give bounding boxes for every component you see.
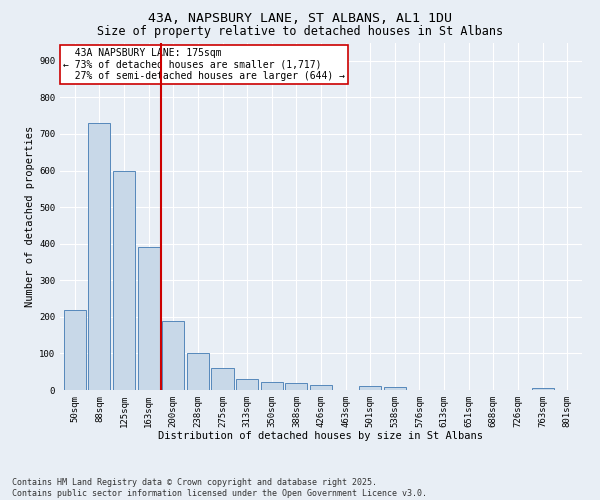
Bar [532,388,554,390]
Y-axis label: Number of detached properties: Number of detached properties [25,126,35,307]
Text: 43A, NAPSBURY LANE, ST ALBANS, AL1 1DU: 43A, NAPSBURY LANE, ST ALBANS, AL1 1DU [148,12,452,26]
Bar [384,387,406,390]
Text: Contains HM Land Registry data © Crown copyright and database right 2025.
Contai: Contains HM Land Registry data © Crown c… [12,478,427,498]
Bar [88,123,110,390]
Bar [113,170,135,390]
Bar [359,386,382,390]
Bar [211,368,233,390]
X-axis label: Distribution of detached houses by size in St Albans: Distribution of detached houses by size … [158,432,484,442]
Bar [162,320,184,390]
Bar [285,384,307,390]
Bar [187,354,209,390]
Bar [260,382,283,390]
Bar [64,310,86,390]
Text: 43A NAPSBURY LANE: 175sqm
← 73% of detached houses are smaller (1,717)
  27% of : 43A NAPSBURY LANE: 175sqm ← 73% of detac… [62,48,344,81]
Text: Size of property relative to detached houses in St Albans: Size of property relative to detached ho… [97,25,503,38]
Bar [137,248,160,390]
Bar [310,384,332,390]
Bar [236,379,258,390]
